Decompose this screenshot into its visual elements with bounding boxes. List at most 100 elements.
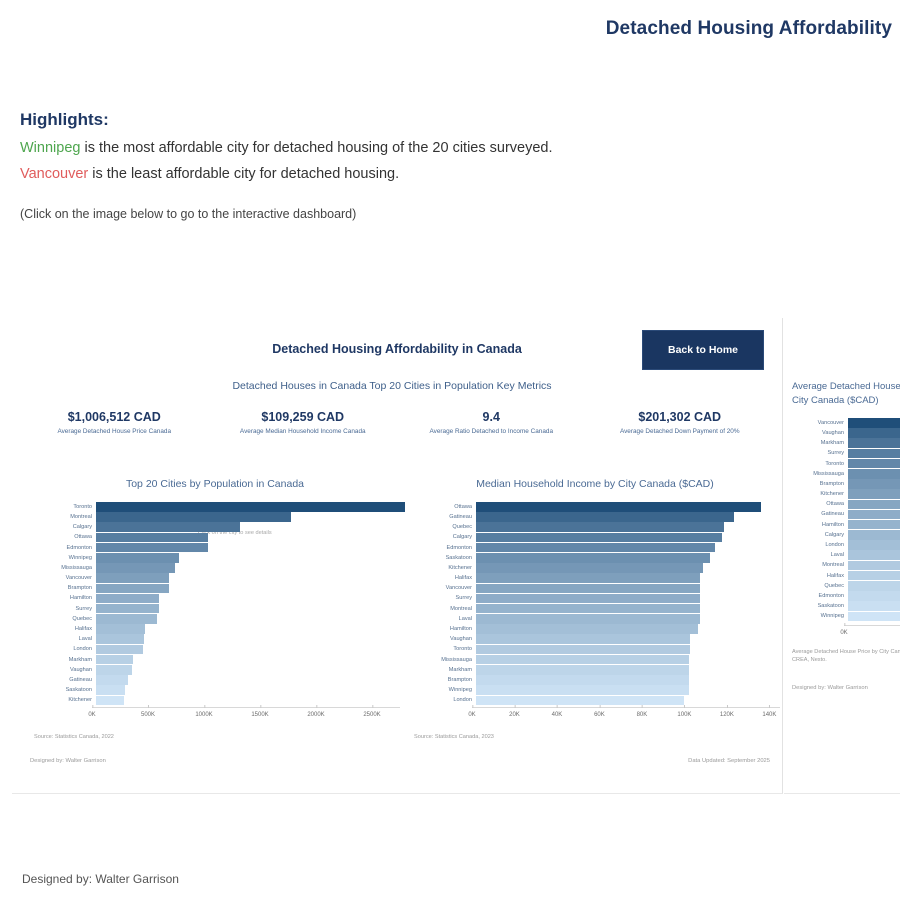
bar-label: Quebec: [824, 582, 844, 589]
bar-row[interactable]: Halifax: [784, 570, 900, 581]
kpi-label: Average Detached Down Payment of 20%: [619, 428, 740, 435]
bar-row[interactable]: Winnipeg: [784, 611, 900, 622]
bar-label: Winnipeg: [68, 554, 92, 561]
bar-row[interactable]: Toronto: [410, 644, 780, 655]
axis-tick: 2500K: [363, 705, 381, 718]
bar-row[interactable]: London: [30, 644, 400, 655]
bar-fill: [848, 479, 900, 489]
bar-row[interactable]: Montreal: [30, 512, 400, 522]
bar-row[interactable]: Quebec: [30, 614, 400, 624]
axis-tick: 500K: [141, 705, 155, 718]
bar-row[interactable]: Vaughan: [784, 428, 900, 438]
bar-fill: [848, 458, 900, 469]
bar-fill: [96, 665, 132, 675]
bar-row[interactable]: London: [410, 695, 780, 706]
bar-row[interactable]: Laval: [784, 550, 900, 561]
bar-row[interactable]: Gatineau: [30, 675, 400, 685]
bar-fill: [96, 603, 159, 614]
bar-row[interactable]: Kitchener: [410, 563, 780, 573]
bar-row[interactable]: Markham: [30, 654, 400, 665]
chart-population[interactable]: Top 20 Cities by Population in Canada Cl…: [30, 478, 405, 778]
bar-label: Ottawa: [454, 503, 472, 510]
right-chart-title: Average Detached House Price by City Can…: [792, 381, 900, 406]
bar-fill: [848, 489, 900, 499]
bar-row[interactable]: Ottawa: [30, 532, 400, 543]
bar-row[interactable]: Calgary: [784, 530, 900, 540]
bar-row[interactable]: Quebec: [784, 581, 900, 591]
dashboard-right-panel[interactable]: Average Detached House Price by City Can…: [784, 318, 900, 794]
bar-row[interactable]: Montreal: [410, 603, 780, 614]
bar-fill: [476, 552, 710, 563]
bar-track: [476, 654, 780, 665]
bar-fill: [476, 573, 701, 583]
bar-row[interactable]: Markham: [410, 665, 780, 675]
highlights-section: Highlights: Winnipeg is the most afforda…: [20, 110, 880, 221]
bar-row[interactable]: Brampton: [784, 479, 900, 489]
back-to-home-button[interactable]: Back to Home: [642, 330, 764, 370]
bar-row[interactable]: Vaughan: [410, 634, 780, 645]
bar-row[interactable]: Mississauga: [784, 468, 900, 479]
axis-tick: 1000K: [195, 705, 213, 718]
bar-label: Saskatoon: [445, 554, 472, 561]
chart-median-income[interactable]: Median Household Income by City Canada (…: [410, 478, 780, 778]
bar-fill: [96, 654, 134, 665]
bar-fill: [848, 418, 900, 428]
bar-row[interactable]: London: [784, 540, 900, 550]
bar-row[interactable]: Calgary: [30, 522, 400, 532]
bar-row[interactable]: Gatineau: [784, 509, 900, 520]
bar-row[interactable]: Markham: [784, 438, 900, 448]
bar-row[interactable]: Toronto: [784, 458, 900, 469]
bar-row[interactable]: Edmonton: [30, 542, 400, 553]
bar-row[interactable]: Saskatoon: [30, 685, 400, 695]
bar-row[interactable]: Gatineau: [410, 512, 780, 522]
bar-row[interactable]: Edmonton: [784, 591, 900, 601]
bar-row[interactable]: Hamilton: [410, 624, 780, 634]
bar-row[interactable]: Ottawa: [410, 502, 780, 512]
bar-fill: [96, 593, 159, 604]
bar-row[interactable]: Laval: [410, 614, 780, 624]
axis-tick: 2000K: [307, 705, 325, 718]
bar-row[interactable]: Halifax: [410, 573, 780, 583]
bar-label: Saskatoon: [817, 603, 844, 610]
bar-row[interactable]: Ottawa: [784, 499, 900, 510]
bar-row[interactable]: Mississauga: [30, 563, 400, 573]
bar-row[interactable]: Kitchener: [30, 695, 400, 706]
bar-row[interactable]: Edmonton: [410, 542, 780, 553]
bar-row[interactable]: Winnipeg: [410, 685, 780, 695]
bar-fill: [476, 583, 701, 594]
dashboard-title: Detached Housing Affordability in Canada: [272, 342, 522, 356]
bar-row[interactable]: Vancouver: [410, 583, 780, 594]
bar-label: Halifax: [826, 572, 844, 579]
bar-track: [476, 644, 780, 655]
bar-row[interactable]: Hamilton: [784, 519, 900, 530]
bar-row[interactable]: Surrey: [784, 448, 900, 459]
bar-row[interactable]: Vaughan: [30, 665, 400, 675]
bar-row[interactable]: Montreal: [784, 560, 900, 571]
bar-row[interactable]: Mississauga: [410, 654, 780, 665]
bar-label: Calgary: [72, 524, 92, 531]
bar-row[interactable]: Kitchener: [784, 489, 900, 499]
bar-row[interactable]: Calgary: [410, 532, 780, 543]
bar-row[interactable]: Winnipeg: [30, 552, 400, 563]
highlights-heading: Highlights:: [20, 110, 109, 129]
bar-fill: [848, 540, 900, 550]
bar-row[interactable]: Saskatoon: [784, 601, 900, 611]
axis-tick: 80K: [637, 705, 647, 718]
bar-row[interactable]: Halifax: [30, 624, 400, 634]
bar-row[interactable]: Saskatoon: [410, 552, 780, 563]
bar-track: [96, 583, 400, 594]
bar-fill: [476, 532, 723, 543]
bar-track: [96, 593, 400, 604]
bar-row[interactable]: Brampton: [30, 583, 400, 594]
bar-row[interactable]: Quebec: [410, 522, 780, 532]
bar-label: Calgary: [824, 531, 844, 538]
bar-row[interactable]: Brampton: [410, 675, 780, 685]
bar-row[interactable]: Laval: [30, 634, 400, 645]
bar-row[interactable]: Vancouver: [784, 418, 900, 428]
bar-row[interactable]: Vancouver: [30, 573, 400, 583]
bar-row[interactable]: Hamilton: [30, 593, 400, 604]
dashboard-image-link[interactable]: Detached Housing Affordability in Canada…: [12, 318, 900, 796]
bar-row[interactable]: Surrey: [410, 593, 780, 604]
bar-row[interactable]: Toronto: [30, 502, 405, 512]
bar-row[interactable]: Surrey: [30, 603, 400, 614]
